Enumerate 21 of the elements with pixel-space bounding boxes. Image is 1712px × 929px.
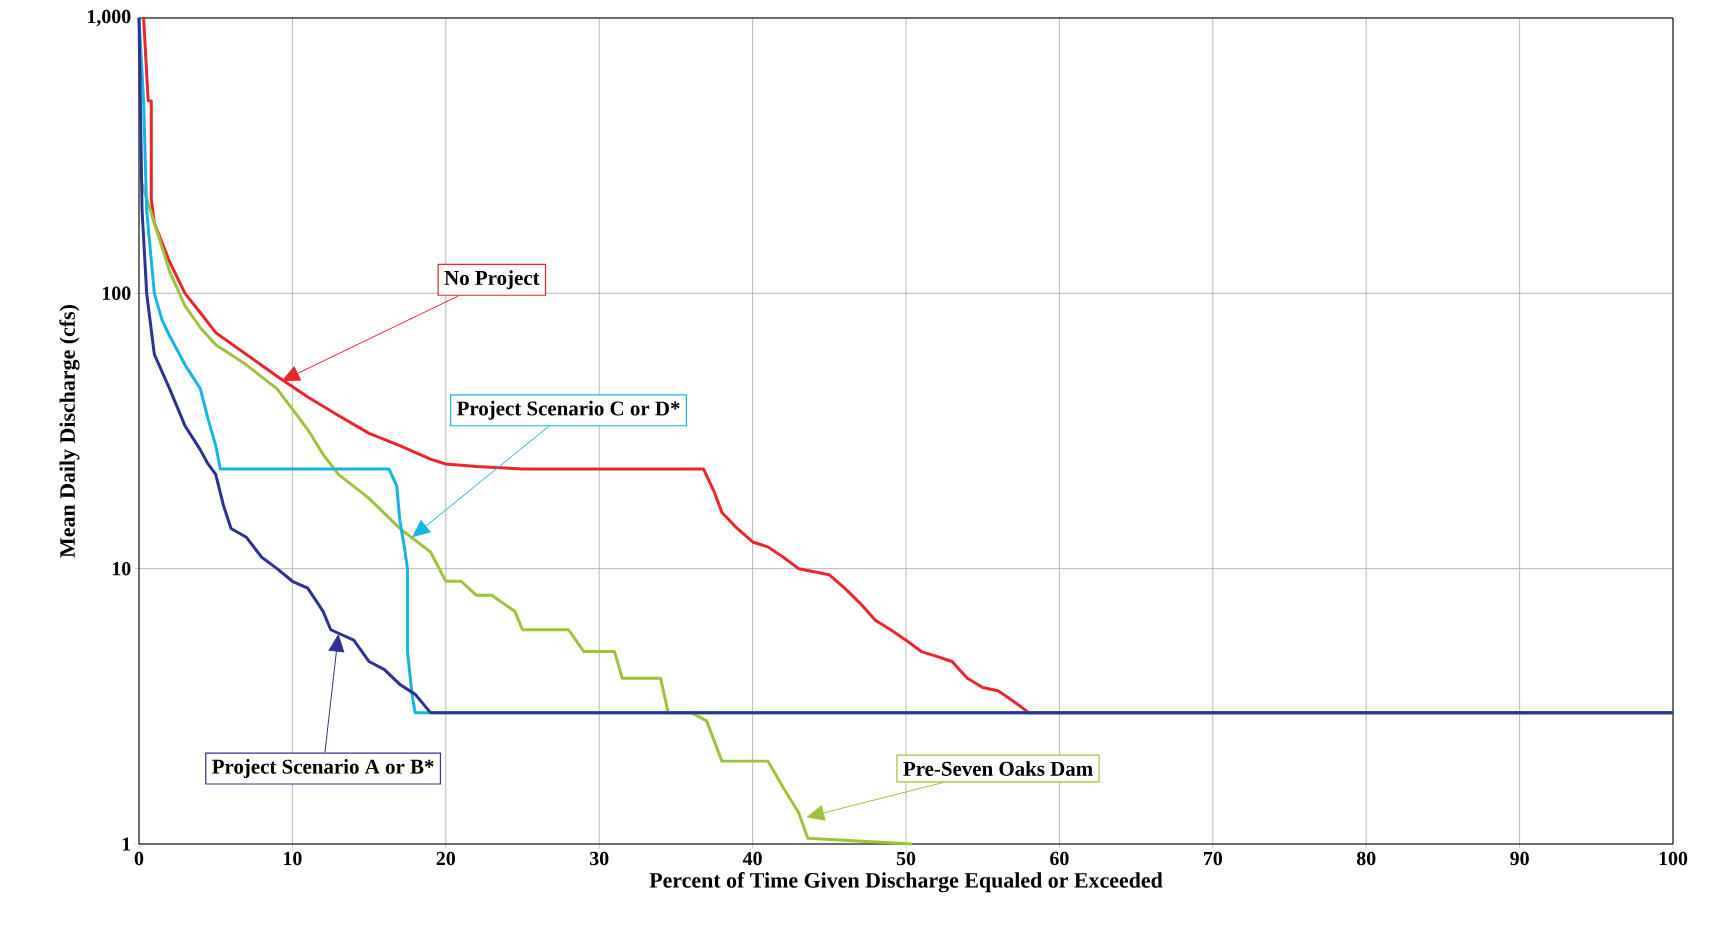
y-tick-label: 10: [112, 561, 131, 576]
x-tick-label: 70: [1203, 851, 1223, 866]
annotation: No Project: [444, 270, 540, 290]
x-tick-label: 40: [742, 851, 762, 866]
x-tick-label: 100: [1659, 851, 1688, 866]
annotation: Project Scenario C or D*: [456, 400, 680, 420]
x-axis-title: Percent of Time Given Discharge Equaled or Exceeded: [649, 872, 1163, 893]
y-tick-label: 100: [102, 286, 131, 301]
x-tick-label: 10: [284, 851, 302, 866]
x-tick-label: 80: [1356, 851, 1376, 866]
x-tick-label: 30: [589, 851, 609, 866]
x-tick-label: 0: [134, 851, 144, 866]
x-tick-label: 60: [1050, 851, 1069, 866]
x-tick-label: 20: [436, 851, 456, 866]
y-axis-title: Mean Daily Discharge (cfs): [59, 305, 80, 558]
y-tick-label: 1: [122, 837, 131, 851]
annotation: Project Scenario A or B*: [212, 759, 434, 779]
x-tick-label: 90: [1510, 851, 1529, 866]
annotation: Pre-Seven Oaks Dam: [903, 761, 1093, 776]
y-tick-label: 1,000: [87, 9, 131, 27]
x-tick-label: 50: [896, 851, 916, 866]
